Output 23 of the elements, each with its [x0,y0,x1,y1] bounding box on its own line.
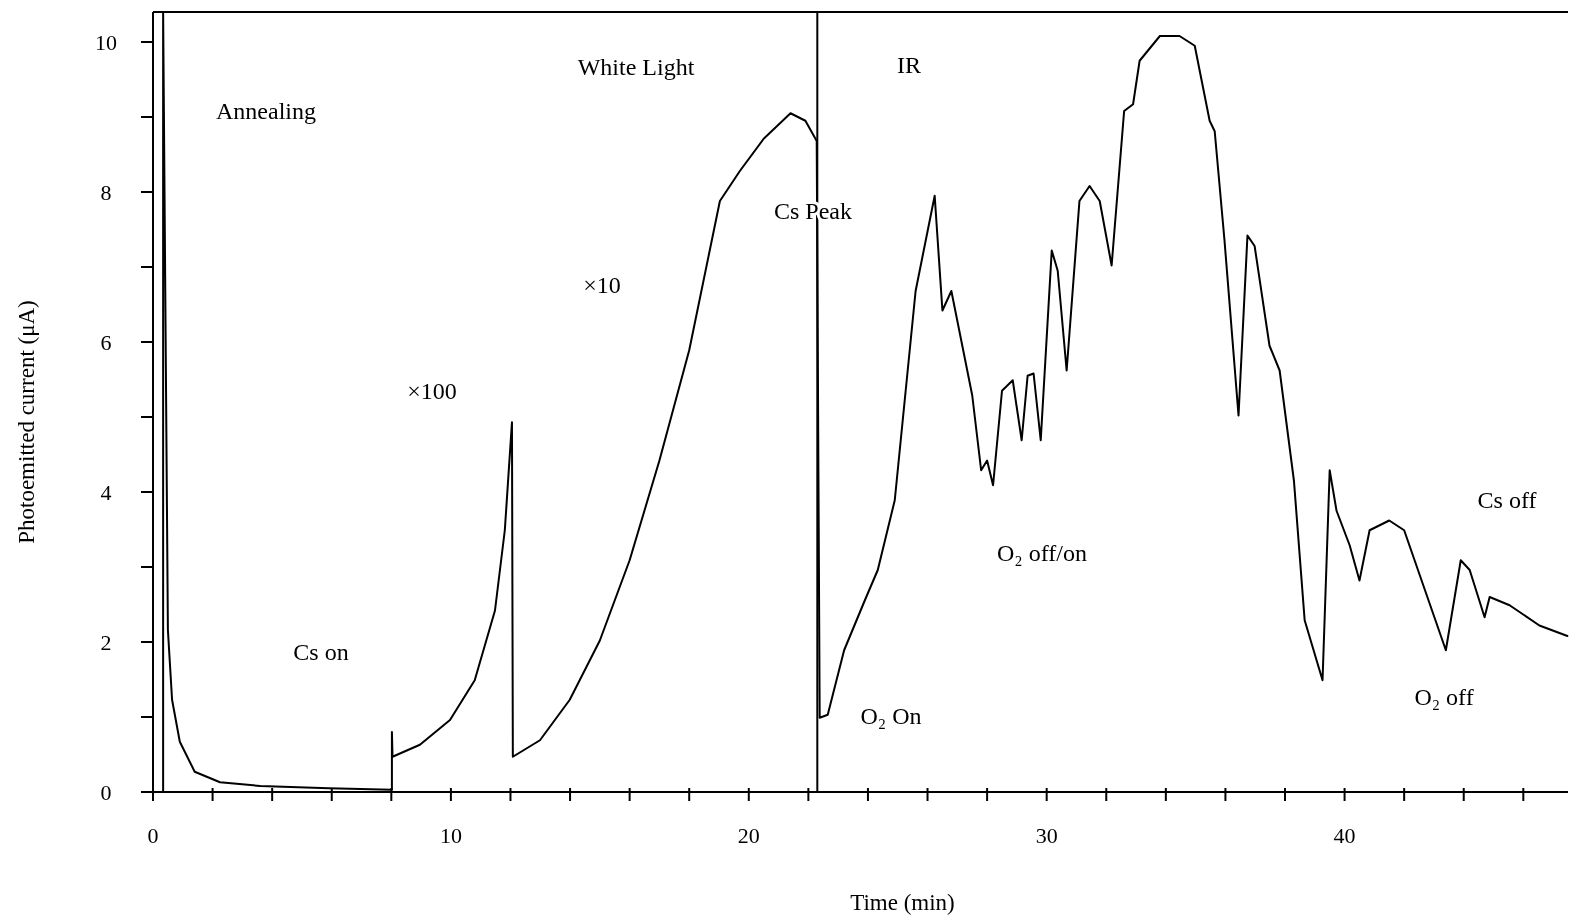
annotation: ×10 [583,272,621,299]
y-axis-title: Photoemitted current (μA) [14,300,39,544]
x-tick-label: 40 [1333,823,1356,848]
annotation: O₂ off/on [997,540,1087,567]
x-tick-label: 20 [737,823,760,848]
y-tick-label: 0 [100,779,112,805]
x-tick-label: 30 [1035,823,1058,848]
annotation: IR [897,52,921,79]
x-tick-label: 0 [147,823,159,848]
y-tick-label: 6 [100,329,112,355]
annotation: O₂ On [860,703,922,730]
x-tick-label: 10 [439,823,462,848]
annotation: Cs off [1477,487,1537,514]
x-axis-title: Time (min) [850,890,955,915]
annotation: Cs on [293,639,349,666]
annotation: ×100 [407,378,457,405]
y-tick-label: 8 [100,179,112,205]
annotation: Annealing [216,98,316,125]
annotation: White Light [577,54,695,81]
annotation: O₂ off [1414,684,1474,711]
y-tick-label: 10 [95,29,117,55]
y-tick-label: 2 [100,629,112,655]
y-tick-label: 4 [100,479,112,505]
